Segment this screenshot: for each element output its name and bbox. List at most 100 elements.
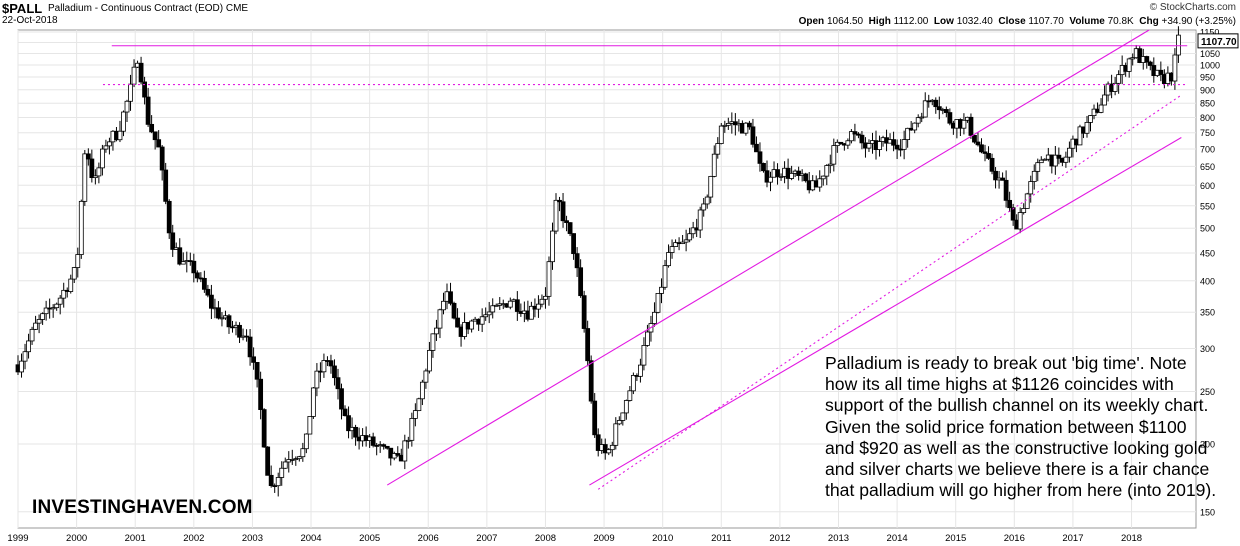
candle-up: [669, 246, 675, 253]
candle-up: [655, 293, 661, 313]
candle-up: [768, 176, 773, 183]
x-tick-label: 2007: [476, 533, 497, 544]
candle-down: [803, 173, 809, 182]
candle-up: [645, 331, 650, 346]
candle-down: [1137, 48, 1143, 63]
candle-down: [268, 474, 274, 487]
candle-up: [652, 311, 657, 324]
candle-up: [915, 117, 921, 124]
candle-up: [620, 412, 626, 421]
candle-up: [961, 119, 967, 129]
candle-down: [166, 200, 172, 234]
candle-up: [536, 303, 541, 310]
candle-up: [82, 153, 88, 202]
candle-up: [1052, 154, 1058, 167]
y-tick-label: 900: [1200, 85, 1215, 95]
volume-value: 70.8K: [1107, 16, 1134, 27]
y-tick-label: 500: [1200, 224, 1215, 234]
candle-up: [1024, 193, 1030, 209]
candle-down: [592, 400, 598, 436]
candle-down: [764, 170, 770, 183]
candle-down: [194, 272, 200, 279]
candle-down: [972, 135, 977, 143]
description-text: Palladium - Continuous Contract (EOD): [48, 3, 224, 14]
candle-down: [1056, 154, 1062, 159]
candle-down: [163, 169, 169, 202]
candle-down: [1003, 179, 1009, 201]
candle-up: [303, 433, 309, 450]
x-tick-label: 2000: [66, 533, 87, 544]
candle-up: [715, 143, 721, 155]
candle-down: [856, 133, 861, 136]
y-tick-label: 200: [1200, 439, 1215, 449]
candle-up: [1028, 181, 1034, 195]
candle-down: [261, 409, 267, 448]
candle-up: [528, 305, 534, 320]
candle-down: [989, 157, 995, 172]
candle-up: [680, 241, 686, 244]
candle-up: [877, 141, 882, 150]
candle-down: [993, 170, 998, 181]
candle-down: [177, 247, 183, 265]
candle-up: [708, 175, 714, 198]
chg-value: +34.90 (+3.25%): [1161, 16, 1237, 27]
candle-up: [1088, 115, 1093, 123]
open-label: Open: [798, 16, 825, 27]
candle-down: [339, 388, 344, 410]
candle-down: [346, 415, 351, 432]
candle-down: [852, 131, 858, 135]
candle-down: [89, 158, 95, 179]
candle-down: [85, 153, 91, 160]
candle-up: [416, 398, 422, 412]
candle-up: [469, 320, 475, 330]
candle-up: [1042, 158, 1048, 161]
candle-down: [979, 144, 984, 153]
y-tick-label: 1150: [1200, 28, 1219, 38]
candle-down: [353, 426, 358, 438]
candle-down: [750, 126, 756, 145]
candle-down: [216, 307, 221, 319]
y-tick-label: 150: [1200, 507, 1215, 517]
candle-down: [557, 199, 562, 203]
candle-down: [894, 144, 900, 150]
candle-up: [638, 364, 643, 377]
candle-up: [282, 461, 288, 469]
candle-up: [1176, 34, 1181, 56]
chart-date: 22-Oct-2018: [2, 15, 58, 26]
candle-down: [152, 131, 158, 141]
candle-down: [514, 299, 520, 312]
candle-up: [36, 319, 42, 324]
y-tick-label: 850: [1200, 99, 1215, 109]
candle-down: [237, 324, 242, 338]
candle-up: [1067, 147, 1072, 158]
candle-up: [314, 370, 320, 389]
candle-up: [662, 265, 668, 288]
candle-down: [595, 434, 601, 451]
candle-up: [402, 440, 408, 462]
candle-up: [180, 261, 186, 265]
candle-up: [778, 176, 784, 178]
candle-up: [623, 400, 629, 414]
candle-up: [901, 139, 907, 150]
candle-down: [1000, 177, 1005, 181]
candle-up: [33, 322, 38, 330]
candle-up: [483, 314, 489, 318]
x-tick-label: 2015: [945, 533, 966, 544]
candle-up: [912, 122, 918, 131]
ohlc-readout: Open 1064.50 High 1112.00 Low 1032.40 Cl…: [799, 16, 1236, 27]
candle-up: [40, 313, 46, 320]
candle-up: [606, 449, 612, 454]
candle-up: [275, 477, 281, 487]
high-value: 1112.00: [893, 16, 929, 27]
last-price-label: 1107.70: [1201, 37, 1237, 48]
watermark: INVESTINGHAVEN.COM: [32, 497, 253, 518]
candle-down: [335, 377, 341, 390]
candle-up: [131, 66, 137, 85]
candle-down: [982, 151, 988, 154]
exchange: CME: [225, 3, 249, 14]
y-tick-label: 350: [1200, 308, 1215, 318]
channel-lower-line: [589, 136, 1182, 486]
candle-up: [99, 148, 105, 169]
candle-up: [1102, 94, 1107, 106]
